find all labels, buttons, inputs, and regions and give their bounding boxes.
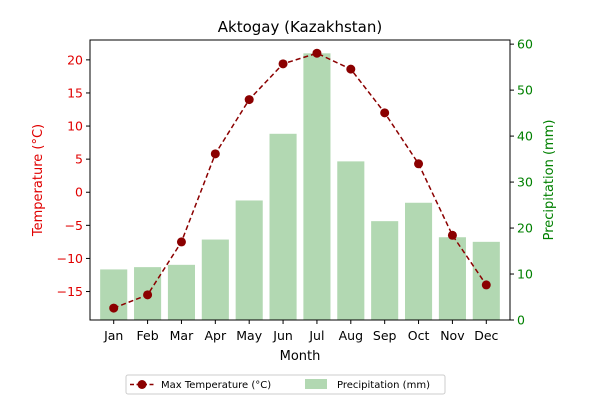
temperature-point xyxy=(312,48,322,58)
x-tick-label: Oct xyxy=(408,328,430,343)
precipitation-bar xyxy=(337,161,365,320)
x-tick-label: Dec xyxy=(474,328,498,343)
precipitation-bar xyxy=(167,264,195,320)
temperature-point xyxy=(414,159,424,169)
y-left-tick-label: 0 xyxy=(75,185,83,200)
x-axis-label: Month xyxy=(280,349,321,364)
chart-title: Aktogay (Kazakhstan) xyxy=(218,18,383,36)
precipitation-bar xyxy=(438,237,466,320)
x-tick-label: Feb xyxy=(137,328,159,343)
y-right-tick-label: 40 xyxy=(517,129,533,144)
x-tick-label: Jul xyxy=(308,328,324,343)
temperature-point xyxy=(109,303,119,313)
x-tick-label: Aug xyxy=(339,328,363,343)
temperature-point xyxy=(346,64,356,74)
temperature-point xyxy=(278,59,288,69)
y-right-tick-label: 10 xyxy=(517,267,533,282)
y-right-tick-label: 50 xyxy=(517,83,533,98)
legend: Max Temperature (°C) Precipitation (mm) xyxy=(125,374,446,395)
precipitation-bar xyxy=(371,221,399,320)
y-left-tick-label: −15 xyxy=(57,284,83,299)
temperature-line xyxy=(109,48,491,313)
y-right-tick-label: 0 xyxy=(517,313,525,328)
precipitation-bar xyxy=(269,133,297,320)
y-right-tick-label: 20 xyxy=(517,221,533,236)
left-axis: −15 −10 −5 0 5 10 15 20 xyxy=(57,52,90,299)
legend-bar-swatch xyxy=(305,379,327,389)
temperature-point xyxy=(210,149,220,159)
temperature-point xyxy=(176,237,186,247)
precipitation-bar xyxy=(201,239,229,320)
precipitation-bar xyxy=(235,200,263,320)
temperature-point xyxy=(481,280,491,290)
x-tick-label: Apr xyxy=(205,328,227,343)
temperature-point xyxy=(244,95,254,105)
legend-label-precipitation: Precipitation (mm) xyxy=(337,380,430,391)
y-left-tick-label: 15 xyxy=(67,85,83,100)
y-left-tick-label: 10 xyxy=(67,119,83,134)
precipitation-bar xyxy=(405,202,433,320)
y-left-tick-label: −10 xyxy=(57,251,83,266)
precipitation-bars xyxy=(100,53,500,320)
precipitation-bar xyxy=(303,53,331,320)
y-right-tick-label: 60 xyxy=(517,37,533,52)
x-tick-label: Jun xyxy=(272,328,293,343)
temperature-line-path xyxy=(113,52,487,309)
y-left-tick-label: 5 xyxy=(75,152,83,167)
y-left-tick-label: −5 xyxy=(65,218,83,233)
legend-frame xyxy=(125,374,446,395)
x-axis: Jan Feb Mar Apr May Jun Jul Aug Sep Oct Nov Dec xyxy=(103,320,499,343)
x-tick-label: Sep xyxy=(373,328,397,343)
x-tick-label: Nov xyxy=(440,328,465,343)
y-axis-right-label: Precipitation (mm) xyxy=(542,120,557,241)
y-right-tick-label: 30 xyxy=(517,175,533,190)
plot-frame xyxy=(89,39,511,321)
legend-marker-swatch xyxy=(137,380,147,389)
right-axis: 0 10 20 30 40 50 60 xyxy=(510,37,533,328)
x-tick-label: Mar xyxy=(170,328,194,343)
temperature-point xyxy=(380,108,390,118)
legend-label-temperature: Max Temperature (°C) xyxy=(161,380,271,391)
temperature-point xyxy=(143,290,153,300)
x-tick-label: May xyxy=(236,328,262,343)
y-axis-left-label: Temperature (°C) xyxy=(31,124,46,237)
y-left-tick-label: 20 xyxy=(67,52,83,67)
x-tick-label: Jan xyxy=(103,328,123,343)
temperature-point xyxy=(447,230,457,240)
